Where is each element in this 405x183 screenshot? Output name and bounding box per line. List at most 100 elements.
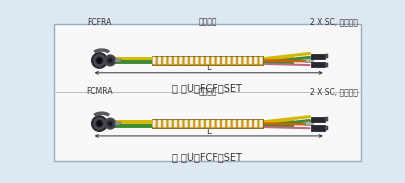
Circle shape xyxy=(196,61,198,64)
Circle shape xyxy=(212,125,214,127)
Circle shape xyxy=(185,120,187,122)
Circle shape xyxy=(217,59,219,61)
Circle shape xyxy=(223,61,225,64)
Circle shape xyxy=(185,123,187,125)
Circle shape xyxy=(180,123,182,125)
Circle shape xyxy=(105,55,115,66)
Text: FCMRA: FCMRA xyxy=(86,87,113,96)
Bar xyxy=(311,54,325,59)
Bar xyxy=(311,125,325,130)
Circle shape xyxy=(223,125,225,127)
Circle shape xyxy=(223,59,225,61)
Text: 含 ＩU－FCF－SET: 含 ＩU－FCF－SET xyxy=(172,152,242,162)
Circle shape xyxy=(185,59,187,61)
Circle shape xyxy=(185,57,187,59)
Text: 含 ＩU－FCF－SET: 含 ＩU－FCF－SET xyxy=(172,83,242,93)
Circle shape xyxy=(244,57,246,59)
Bar xyxy=(115,122,121,125)
Circle shape xyxy=(190,120,192,122)
Circle shape xyxy=(249,59,252,61)
Circle shape xyxy=(207,59,209,61)
Bar xyxy=(325,117,328,121)
Circle shape xyxy=(96,57,102,64)
Bar xyxy=(311,62,325,67)
Circle shape xyxy=(239,57,241,59)
Circle shape xyxy=(94,118,105,129)
Text: FCFRA: FCFRA xyxy=(87,18,111,27)
Circle shape xyxy=(180,120,182,122)
Circle shape xyxy=(175,57,177,59)
Circle shape xyxy=(196,123,198,125)
Circle shape xyxy=(207,125,209,127)
Circle shape xyxy=(201,123,203,125)
Circle shape xyxy=(201,57,203,59)
Circle shape xyxy=(233,120,235,122)
Circle shape xyxy=(249,123,252,125)
Circle shape xyxy=(153,125,155,127)
Circle shape xyxy=(158,61,160,64)
Circle shape xyxy=(217,123,219,125)
Circle shape xyxy=(164,61,166,64)
Circle shape xyxy=(255,125,257,127)
Text: L: L xyxy=(207,63,211,72)
Circle shape xyxy=(92,53,107,68)
Circle shape xyxy=(107,57,114,64)
Circle shape xyxy=(164,120,166,122)
Circle shape xyxy=(153,59,155,61)
Circle shape xyxy=(255,59,257,61)
Circle shape xyxy=(239,59,241,61)
Circle shape xyxy=(212,61,214,64)
Circle shape xyxy=(169,57,171,59)
Circle shape xyxy=(196,125,198,127)
Circle shape xyxy=(228,123,230,125)
Circle shape xyxy=(223,123,225,125)
Circle shape xyxy=(217,120,219,122)
Circle shape xyxy=(201,61,203,64)
Circle shape xyxy=(164,123,166,125)
Circle shape xyxy=(185,125,187,127)
Circle shape xyxy=(185,61,187,64)
Circle shape xyxy=(217,57,219,59)
Circle shape xyxy=(217,61,219,64)
Circle shape xyxy=(228,57,230,59)
Circle shape xyxy=(109,122,112,125)
Circle shape xyxy=(153,123,155,125)
Bar xyxy=(152,56,263,65)
Circle shape xyxy=(175,59,177,61)
Circle shape xyxy=(190,57,192,59)
Circle shape xyxy=(207,61,209,64)
Circle shape xyxy=(207,120,209,122)
Bar xyxy=(115,59,121,62)
Circle shape xyxy=(158,120,160,122)
Circle shape xyxy=(180,125,182,127)
Circle shape xyxy=(244,120,246,122)
Circle shape xyxy=(175,120,177,122)
Circle shape xyxy=(98,122,101,125)
Circle shape xyxy=(201,125,203,127)
Circle shape xyxy=(223,120,225,122)
Circle shape xyxy=(164,57,166,59)
Circle shape xyxy=(244,125,246,127)
Circle shape xyxy=(212,123,214,125)
Circle shape xyxy=(196,59,198,61)
Circle shape xyxy=(212,59,214,61)
Circle shape xyxy=(260,125,262,127)
Text: L: L xyxy=(207,126,211,136)
Circle shape xyxy=(260,61,262,64)
Circle shape xyxy=(169,120,171,122)
Circle shape xyxy=(260,120,262,122)
Circle shape xyxy=(153,57,155,59)
Circle shape xyxy=(244,59,246,61)
Circle shape xyxy=(153,61,155,64)
Circle shape xyxy=(169,59,171,61)
Bar xyxy=(152,119,263,128)
Circle shape xyxy=(239,61,241,64)
Text: 编织套管: 编织套管 xyxy=(198,18,217,27)
Circle shape xyxy=(158,125,160,127)
Circle shape xyxy=(98,59,101,62)
Circle shape xyxy=(233,59,235,61)
Circle shape xyxy=(92,116,107,131)
Circle shape xyxy=(190,59,192,61)
Circle shape xyxy=(94,55,105,66)
Circle shape xyxy=(239,123,241,125)
